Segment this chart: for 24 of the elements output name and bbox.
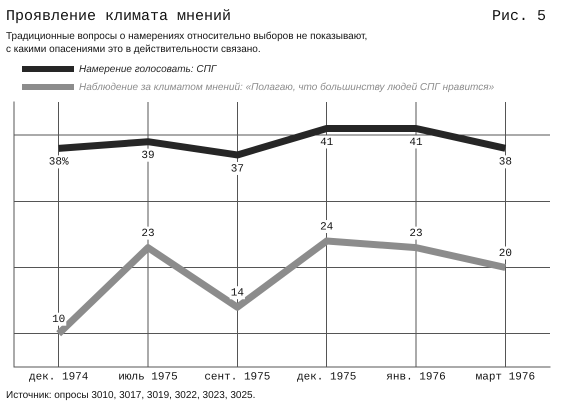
data-label: 23 — [141, 228, 155, 240]
text: Источник: опросы 3010, 3017, 3019, 3022, 3023, 3025. — [6, 390, 256, 401]
data-label: 38% — [48, 156, 69, 169]
x-tick-label: янв. 1976 — [386, 371, 446, 384]
x-tick-label: июль 1975 — [118, 371, 178, 384]
x-tick-label: сент. 1975 — [204, 371, 270, 384]
x-tick-label: дек. 1974 — [28, 371, 89, 384]
text: Намерение голосовать: СПГ — [79, 64, 218, 75]
data-label: 37 — [230, 163, 244, 176]
chart-title: Проявление климата мнений — [6, 8, 232, 25]
data-label: 41 — [409, 136, 423, 149]
data-label: 41 — [320, 136, 334, 149]
data-label: 14 — [230, 288, 244, 300]
x-tick-label: март 1976 — [476, 371, 536, 384]
chart-subtitle: Традиционные вопросы о намерениях относительно выборов не показывают, с какими опасениями это в действительности связано. — [6, 30, 368, 56]
data-label: 39 — [141, 150, 155, 162]
data-label: 24 — [320, 221, 334, 234]
text: Наблюдение за климатом мнений: «Полагаю, что большинству людей СПГ нравится» — [79, 82, 495, 93]
text: Рис. 5 — [492, 8, 546, 25]
data-label: 38 — [498, 156, 512, 169]
data-label: 23 — [409, 228, 423, 240]
data-label: 10 — [52, 314, 66, 326]
x-tick-label: дек. 1975 — [296, 371, 356, 384]
data-label: 20 — [498, 248, 512, 260]
